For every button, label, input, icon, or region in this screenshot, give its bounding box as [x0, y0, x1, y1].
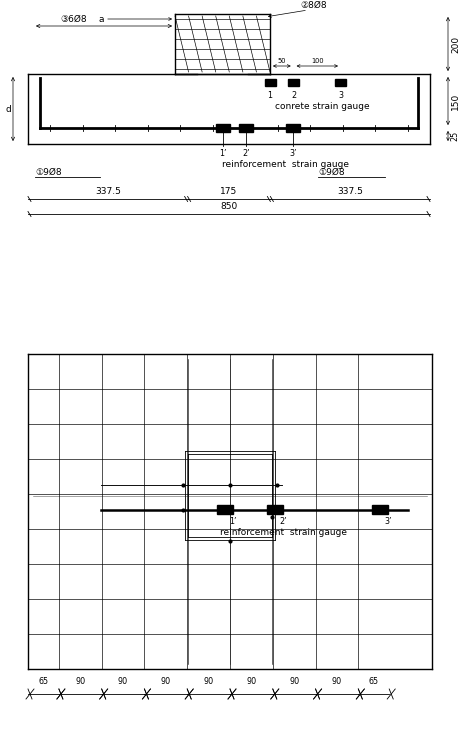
Text: 90: 90: [161, 677, 171, 686]
Bar: [239, 124, 253, 132]
Text: 90: 90: [204, 677, 213, 686]
Bar: [372, 505, 388, 515]
Text: 337.5: 337.5: [337, 187, 363, 196]
Text: ①9Ø8: ①9Ø8: [35, 167, 61, 176]
Text: 3: 3: [339, 90, 343, 100]
Bar: [215, 124, 230, 132]
Text: 150: 150: [451, 92, 460, 109]
Bar: [265, 79, 275, 85]
Text: 65: 65: [38, 677, 49, 686]
Text: 90: 90: [75, 677, 85, 686]
Text: reinforcement  strain gauge: reinforcement strain gauge: [223, 160, 349, 169]
Text: 200: 200: [451, 35, 460, 53]
Bar: [288, 79, 299, 85]
Text: 2’: 2’: [243, 149, 250, 158]
Text: 3’: 3’: [384, 517, 391, 526]
Text: ②8Ø8: ②8Ø8: [300, 1, 327, 10]
Bar: [335, 79, 346, 85]
Text: 90: 90: [332, 677, 342, 686]
Text: 175: 175: [220, 187, 237, 196]
Bar: [217, 505, 233, 515]
Text: 850: 850: [220, 202, 237, 211]
Text: 90: 90: [246, 677, 256, 686]
Text: 3’: 3’: [290, 149, 297, 158]
Text: ③6Ø8: ③6Ø8: [60, 15, 87, 23]
Text: 90: 90: [289, 677, 299, 686]
Text: d: d: [5, 104, 11, 114]
Text: 1: 1: [267, 90, 273, 100]
Text: 1’: 1’: [219, 149, 226, 158]
Bar: [267, 505, 283, 515]
Text: 2: 2: [291, 90, 296, 100]
Text: 25: 25: [450, 131, 459, 141]
Text: ①9Ø8: ①9Ø8: [318, 167, 345, 176]
Text: reinforcement  strain gauge: reinforcement strain gauge: [220, 528, 347, 537]
Text: 337.5: 337.5: [95, 187, 121, 196]
Text: conrete strain gauge: conrete strain gauge: [275, 102, 370, 111]
Bar: [286, 124, 300, 132]
Text: 100: 100: [311, 58, 323, 64]
Text: 65: 65: [369, 677, 379, 686]
Text: 1’: 1’: [229, 517, 237, 526]
Text: a: a: [99, 15, 104, 24]
Text: 50: 50: [278, 58, 286, 64]
Text: 90: 90: [118, 677, 128, 686]
Text: 2’: 2’: [279, 517, 286, 526]
